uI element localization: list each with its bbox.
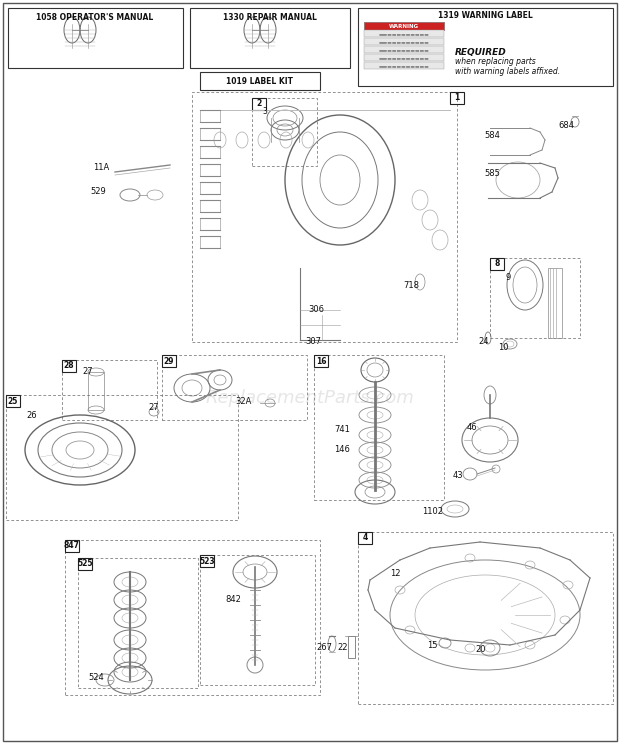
Text: 9: 9 xyxy=(505,272,510,281)
Text: ▬▬▬▬▬▬▬▬▬▬▬: ▬▬▬▬▬▬▬▬▬▬▬ xyxy=(379,31,430,36)
Bar xyxy=(358,532,372,544)
Bar xyxy=(78,558,92,570)
Bar xyxy=(364,46,444,53)
Bar xyxy=(314,355,328,367)
Text: 529: 529 xyxy=(90,187,106,196)
Bar xyxy=(364,54,444,61)
Text: 684: 684 xyxy=(558,121,574,129)
Text: ReplacementParts.com: ReplacementParts.com xyxy=(206,389,414,407)
Text: 22: 22 xyxy=(337,643,347,652)
Text: 1319 WARNING LABEL: 1319 WARNING LABEL xyxy=(438,11,533,21)
Text: with warning labels affixed.: with warning labels affixed. xyxy=(455,66,560,75)
Text: ▬▬▬▬▬▬▬▬▬▬▬: ▬▬▬▬▬▬▬▬▬▬▬ xyxy=(379,63,430,68)
Bar xyxy=(65,540,79,552)
Text: 267: 267 xyxy=(316,643,332,652)
Text: WARNING: WARNING xyxy=(389,24,419,28)
Text: 3: 3 xyxy=(262,106,267,115)
Bar xyxy=(6,395,238,520)
Bar xyxy=(364,38,444,45)
Bar xyxy=(252,98,317,166)
Text: REQUIRED: REQUIRED xyxy=(455,48,507,57)
Bar xyxy=(62,360,157,420)
Text: 12: 12 xyxy=(390,568,401,577)
Text: ▬▬▬▬▬▬▬▬▬▬▬: ▬▬▬▬▬▬▬▬▬▬▬ xyxy=(379,48,430,53)
Bar xyxy=(162,355,307,420)
Text: 306: 306 xyxy=(308,306,324,315)
Text: 2: 2 xyxy=(257,100,262,109)
Text: 28: 28 xyxy=(64,362,74,371)
Bar xyxy=(252,98,266,110)
Text: 1: 1 xyxy=(454,94,459,103)
Bar xyxy=(162,355,176,367)
Text: 27: 27 xyxy=(148,403,159,412)
Bar xyxy=(450,92,464,104)
Text: 584: 584 xyxy=(484,130,500,139)
Bar xyxy=(348,636,355,658)
Text: 842: 842 xyxy=(225,595,241,604)
Bar xyxy=(8,8,183,68)
Text: 1058 OPERATOR'S MANUAL: 1058 OPERATOR'S MANUAL xyxy=(37,13,154,22)
Bar xyxy=(200,72,320,90)
Bar xyxy=(6,395,20,407)
Text: ▬▬▬▬▬▬▬▬▬▬▬: ▬▬▬▬▬▬▬▬▬▬▬ xyxy=(379,39,430,45)
Text: 8: 8 xyxy=(494,260,500,269)
Text: 523: 523 xyxy=(199,557,215,565)
Text: 741: 741 xyxy=(334,426,350,434)
Bar xyxy=(190,8,350,68)
Bar xyxy=(490,258,504,270)
Text: 15: 15 xyxy=(427,641,438,650)
Text: 10: 10 xyxy=(498,344,508,353)
Text: 718: 718 xyxy=(403,280,419,289)
Bar xyxy=(358,8,613,86)
Text: 43: 43 xyxy=(453,470,464,479)
Text: 24: 24 xyxy=(478,338,489,347)
Text: 25: 25 xyxy=(8,397,18,405)
Text: 585: 585 xyxy=(484,168,500,178)
Text: 524: 524 xyxy=(88,673,104,682)
Bar xyxy=(364,22,444,30)
Text: 27: 27 xyxy=(82,368,92,376)
Bar xyxy=(548,268,562,338)
Bar xyxy=(358,532,613,704)
Text: when replacing parts: when replacing parts xyxy=(455,57,536,66)
Bar xyxy=(364,30,444,37)
Text: 847: 847 xyxy=(64,542,80,551)
Text: 16: 16 xyxy=(316,356,326,365)
Bar xyxy=(314,355,444,500)
Bar xyxy=(192,92,457,342)
Text: 525: 525 xyxy=(78,559,93,568)
Text: ▬▬▬▬▬▬▬▬▬▬▬: ▬▬▬▬▬▬▬▬▬▬▬ xyxy=(379,56,430,60)
Text: 1102: 1102 xyxy=(422,507,443,516)
Bar xyxy=(65,540,320,695)
Text: 26: 26 xyxy=(26,411,37,420)
Text: 29: 29 xyxy=(164,356,174,365)
Bar xyxy=(88,372,104,410)
Bar xyxy=(78,558,198,688)
Text: 32A: 32A xyxy=(235,397,251,406)
Bar xyxy=(200,555,315,685)
Bar xyxy=(200,555,214,567)
Text: 1019 LABEL KIT: 1019 LABEL KIT xyxy=(226,77,293,86)
Bar xyxy=(364,22,444,30)
Text: 20: 20 xyxy=(475,646,485,655)
Bar xyxy=(490,258,580,338)
Text: 11A: 11A xyxy=(93,164,109,173)
Bar xyxy=(62,360,76,372)
Text: 1330 REPAIR MANUAL: 1330 REPAIR MANUAL xyxy=(223,13,317,22)
Text: 146: 146 xyxy=(334,446,350,455)
Bar xyxy=(364,62,444,69)
Text: 307: 307 xyxy=(305,338,321,347)
Text: 4: 4 xyxy=(362,533,368,542)
Text: 46: 46 xyxy=(467,423,477,432)
